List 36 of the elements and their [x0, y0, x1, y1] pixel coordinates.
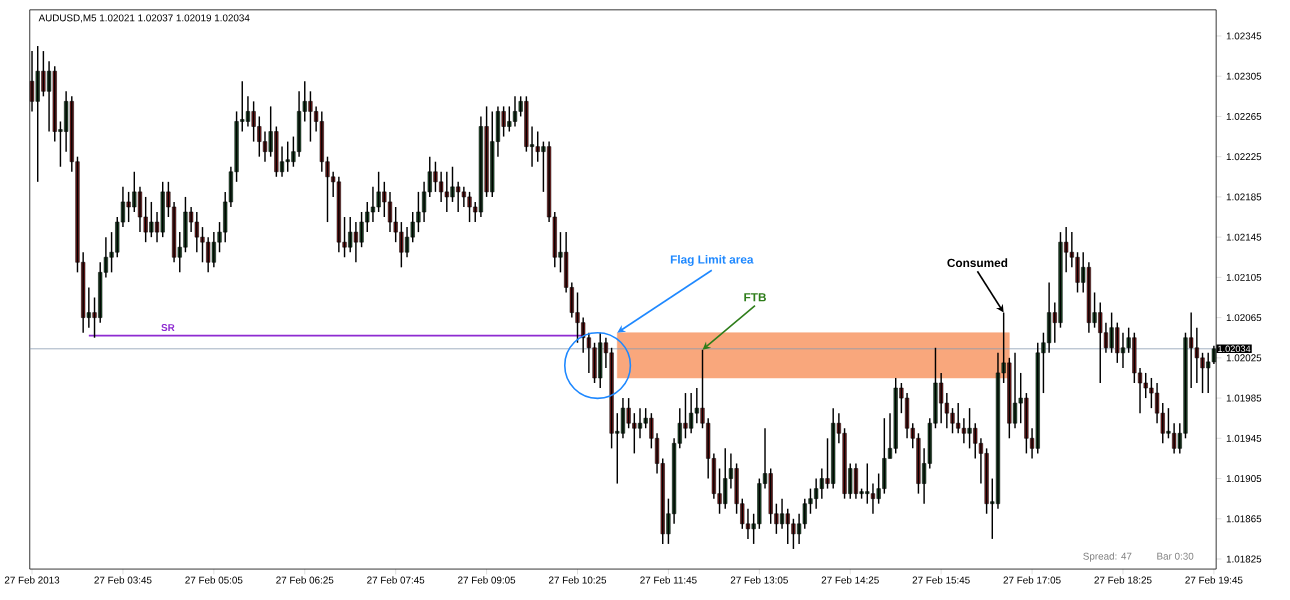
annotation: Flag Limit area	[670, 255, 754, 267]
y-tick-label: 1.01865	[1226, 515, 1262, 523]
y-tick-label: 1.02185	[1226, 193, 1262, 201]
y-tick-label: 1.01905	[1226, 475, 1262, 483]
x-tick-label: 27 Feb 03:45	[94, 576, 152, 584]
x-tick-label: 27 Feb 09:05	[458, 576, 516, 584]
y-tick-label: 1.02305	[1226, 72, 1262, 80]
x-tick-label: 27 Feb 17:05	[1003, 576, 1061, 584]
y-tick-label: 1.02265	[1226, 113, 1262, 121]
y-tick-label: 1.01985	[1226, 394, 1262, 402]
y-tick-label: 1.02025	[1226, 354, 1262, 362]
chart-title: AUDUSD,M5 1.02021 1.02037 1.02019 1.02034	[38, 14, 250, 23]
y-tick-label: 1.02065	[1226, 314, 1262, 322]
annotation: Spread: 47	[1083, 552, 1132, 562]
series-label: SR	[161, 324, 175, 332]
x-tick-label: 27 Feb 05:05	[185, 576, 243, 584]
annotation: Bar 0:30	[1157, 552, 1194, 560]
y-tick-label: 1.01945	[1226, 435, 1262, 443]
x-tick-label: 27 Feb 10:25	[548, 576, 607, 584]
x-tick-label: 27 Feb 2013	[4, 576, 60, 584]
annotation: FTB	[744, 293, 766, 302]
y-tick-label: 1.01825	[1226, 555, 1262, 563]
x-tick-label: 27 Feb 14:25	[821, 576, 879, 584]
x-tick-label: 27 Feb 15:45	[912, 576, 970, 584]
x-tick-label: 27 Feb 06:25	[276, 576, 334, 584]
x-tick-label: 27 Feb 07:45	[367, 576, 425, 584]
annotation: Consumed	[947, 258, 1008, 268]
y-tick-label: 1.02225	[1226, 153, 1262, 161]
x-tick-label: 27 Feb 19:45	[1185, 576, 1243, 584]
x-tick-label: 27 Feb 18:25	[1094, 576, 1152, 584]
y-tick-label: 1.02105	[1226, 274, 1262, 282]
ref-line-label: 1.02034	[1218, 345, 1251, 353]
y-tick-label: 1.02345	[1226, 32, 1262, 40]
x-tick-label: 27 Feb 11:45	[640, 576, 697, 584]
x-tick-label: 27 Feb 13:05	[730, 576, 788, 584]
y-tick-label: 1.02145	[1226, 233, 1262, 241]
